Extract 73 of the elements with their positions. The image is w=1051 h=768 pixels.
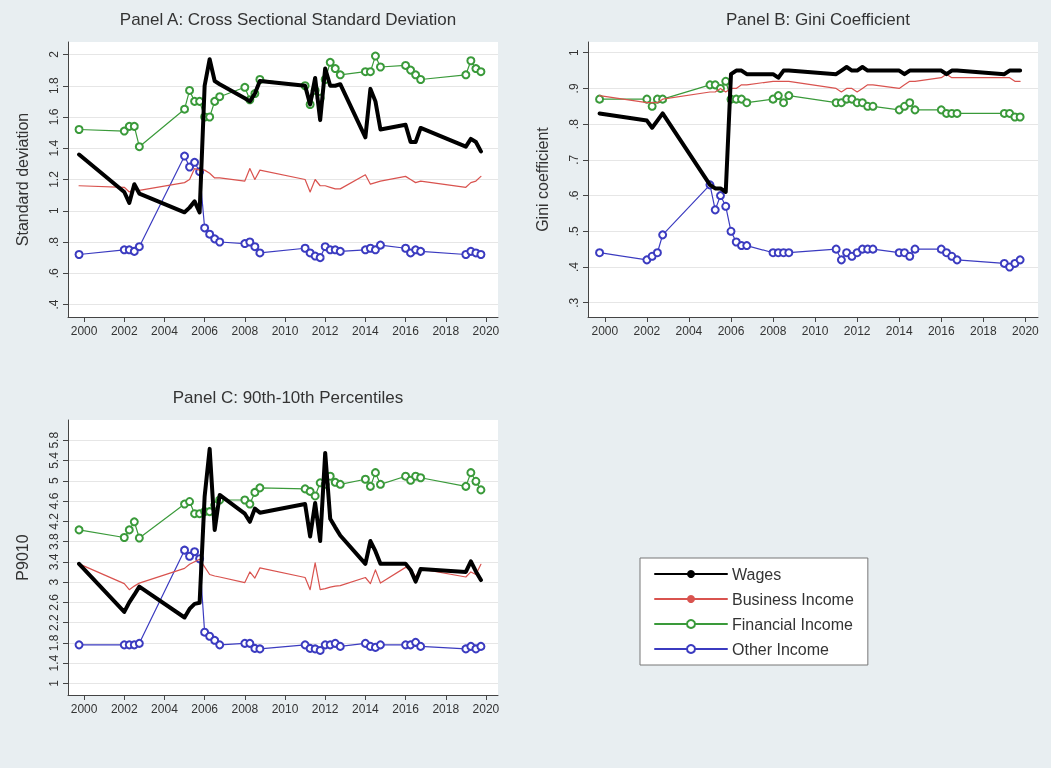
- y-tick-label: 5: [47, 477, 61, 485]
- x-tick-label: 2008: [759, 324, 787, 338]
- y-axis-title: Standard deviation: [13, 112, 31, 247]
- x-tick-label: 2002: [110, 702, 138, 716]
- y-tick-label: 1.2: [47, 170, 61, 188]
- x-tick-label: 2020: [472, 324, 500, 338]
- x-tick-label: 2004: [151, 702, 179, 716]
- x-tick-label: 2010: [801, 324, 829, 338]
- y-tick-label: .6: [567, 190, 581, 201]
- x-tick-label: 2004: [675, 324, 703, 338]
- y-tick-label: 3.8: [47, 532, 61, 550]
- x-tick-label: 2002: [110, 324, 138, 338]
- y-tick-label: 2: [47, 50, 61, 58]
- y-tick-label: 5.4: [47, 451, 61, 469]
- x-tick-label: 2004: [151, 324, 179, 338]
- x-tick-label: 2002: [633, 324, 661, 338]
- y-tick-label: 4.2: [47, 512, 61, 530]
- chart-title: Panel C: 90th-10th Percentiles: [172, 388, 404, 407]
- x-tick-label: 2008: [231, 702, 259, 716]
- x-tick-label: 2006: [717, 324, 745, 338]
- chart-title: Panel B: Gini Coefficient: [726, 10, 911, 29]
- y-tick-label: .5: [567, 225, 581, 237]
- y-tick-label: .6: [47, 267, 61, 279]
- y-tick-label: 5.8: [47, 431, 61, 449]
- x-tick-label: 2016: [392, 324, 420, 338]
- x-tick-label: 2014: [885, 324, 913, 338]
- y-tick-label: 2.6: [47, 593, 61, 611]
- x-tick-label: 2000: [70, 702, 98, 716]
- legend-label: Wages: [732, 565, 782, 583]
- x-tick-label: 2006: [191, 702, 219, 716]
- y-tick-label: .8: [567, 118, 581, 130]
- x-tick-label: 2018: [969, 324, 997, 338]
- x-tick-label: 2008: [231, 324, 259, 338]
- x-tick-label: 2014: [352, 324, 380, 338]
- legend-label: Financial Income: [732, 615, 854, 633]
- y-tick-label: .4: [567, 261, 581, 273]
- x-tick-label: 2020: [472, 702, 500, 716]
- x-tick-label: 2006: [191, 324, 219, 338]
- y-tick-label: .8: [47, 236, 61, 248]
- y-tick-label: .9: [567, 83, 581, 94]
- x-tick-label: 2012: [843, 324, 871, 338]
- x-tick-label: 2010: [271, 702, 299, 716]
- x-tick-label: 2020: [1012, 324, 1040, 338]
- y-tick-label: 1.8: [47, 634, 61, 652]
- x-tick-label: 2014: [352, 702, 380, 716]
- y-tick-label: .7: [567, 154, 581, 165]
- y-tick-label: 3.4: [47, 553, 61, 571]
- x-tick-label: 2012: [311, 702, 339, 716]
- y-tick-label: 1.6: [47, 108, 61, 126]
- y-tick-label: 1: [47, 207, 61, 215]
- chart-title: Panel A: Cross Sectional Standard Deviation: [119, 10, 457, 29]
- y-tick-label: 1.4: [47, 654, 61, 672]
- y-tick-label: 4.6: [47, 492, 61, 510]
- legend-label: Other Income: [732, 640, 830, 658]
- x-tick-label: 2018: [432, 324, 460, 338]
- y-tick-label: 1: [47, 679, 61, 687]
- x-tick-label: 2016: [392, 702, 420, 716]
- y-tick-label: 3: [47, 578, 61, 586]
- y-tick-label: .4: [47, 299, 61, 310]
- x-tick-label: 2000: [591, 324, 619, 338]
- x-tick-label: 2016: [927, 324, 955, 338]
- x-tick-label: 2010: [271, 324, 299, 338]
- y-tick-label: .3: [567, 297, 581, 308]
- y-tick-label: 1.4: [47, 139, 61, 157]
- x-tick-label: 2018: [432, 702, 460, 716]
- x-tick-label: 2012: [311, 324, 339, 338]
- y-tick-label: 1: [567, 49, 581, 57]
- x-tick-label: 2000: [70, 324, 98, 338]
- legend-label: Business Income: [732, 590, 854, 608]
- y-tick-label: 2.2: [47, 613, 61, 631]
- y-axis-title: P9010: [13, 534, 31, 581]
- y-tick-label: 1.8: [47, 77, 61, 95]
- y-axis-title: Gini coefficient: [533, 126, 551, 232]
